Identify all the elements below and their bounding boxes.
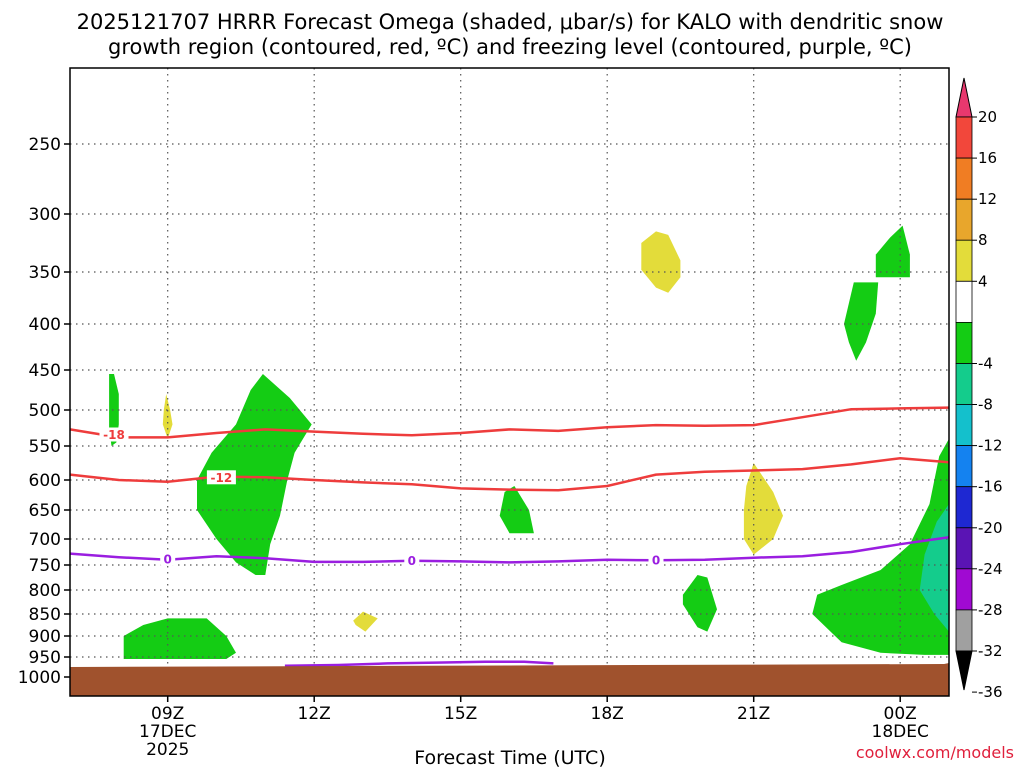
colorbar-bin-11 xyxy=(955,527,973,570)
temperature-contours: -18 -12 0 0 0 xyxy=(69,406,950,668)
chart-title-line2: growth region (contoured, red, ºC) and f… xyxy=(108,35,912,59)
y-tick-label-850: 850 xyxy=(29,605,61,625)
colorbar-label-7: -12 xyxy=(978,437,1003,455)
contour-label-bg-4 xyxy=(648,552,664,567)
y-tick-label-350: 350 xyxy=(29,263,61,283)
contour-label-4: 0 xyxy=(652,553,660,567)
x-tick-label-15-0: 15Z xyxy=(444,704,477,724)
colorbar-label-10: -24 xyxy=(978,560,1003,578)
colorbar-bin-12 xyxy=(955,568,973,611)
contour-label-bg-1 xyxy=(206,470,236,485)
omega-region-9 xyxy=(844,282,879,361)
omega-region-12 xyxy=(919,504,949,632)
contour-label-bg-3 xyxy=(404,553,420,568)
colorbar: 20 16 12 8 4 -4 -8 -12 -16 -20 -24 -28 -32 -36 xyxy=(955,77,1003,701)
colorbar-top-arrow xyxy=(955,77,973,118)
colorbar-label-12: -32 xyxy=(978,642,1003,660)
omega-region-10 xyxy=(875,225,910,278)
colorbar-bin-2 xyxy=(955,157,973,200)
x-tick-label-24-0: 00Z xyxy=(884,704,917,724)
contour-label-0: -18 xyxy=(103,428,125,442)
colorbar-bin-3 xyxy=(955,198,973,241)
y-tick-label-300: 300 xyxy=(29,205,61,225)
omega-region-2 xyxy=(197,374,312,575)
contour-label-2: 0 xyxy=(164,552,172,566)
credit-text: coolwx.com/models xyxy=(856,743,1014,762)
y-tick-label-900: 900 xyxy=(29,627,61,647)
colorbar-label-0: 20 xyxy=(978,108,997,126)
contour-line-0 xyxy=(69,406,950,439)
ground-surface xyxy=(70,663,949,696)
contour-label-3: 0 xyxy=(408,554,416,568)
colorbar-bin-4 xyxy=(955,239,973,282)
y-tick-label-550: 550 xyxy=(29,437,61,457)
x-tick-label-18-0: 18Z xyxy=(591,704,624,724)
x-tick-label-21-0: 21Z xyxy=(737,704,770,724)
colorbar-label-6: -8 xyxy=(978,396,993,414)
colorbar-bottom-arrow xyxy=(955,650,973,691)
contour-label-bg-2 xyxy=(160,551,176,566)
omega-region-3 xyxy=(123,618,236,659)
colorbar-label-1: 16 xyxy=(978,149,997,167)
y-tick-label-400: 400 xyxy=(29,315,61,335)
chart-title-line1: 2025121707 HRRR Forecast Omega (shaded, … xyxy=(77,10,944,34)
omega-region-8 xyxy=(743,463,783,555)
ground-fill xyxy=(70,663,949,696)
y-tick-label-500: 500 xyxy=(29,401,61,421)
x-tick-label-12-0: 12Z xyxy=(298,704,331,724)
colorbar-bin-6 xyxy=(955,321,973,364)
plot-area xyxy=(109,225,949,659)
omega-region-4 xyxy=(353,611,378,632)
x-tick-label-24-1: 18DEC xyxy=(872,722,929,742)
y-tick-label-1000: 1000 xyxy=(18,668,61,688)
colorbar-bin-9 xyxy=(955,445,973,488)
x-tick-label-9-1: 17DEC xyxy=(139,722,196,742)
colorbar-label-5: -4 xyxy=(978,355,993,373)
y-tick-label-250: 250 xyxy=(29,135,61,155)
y-tick-label-700: 700 xyxy=(29,530,61,550)
omega-region-7 xyxy=(682,575,717,632)
x-axis-label: Forecast Time (UTC) xyxy=(414,747,605,768)
omega-region-11 xyxy=(812,438,949,655)
y-tick-label-450: 450 xyxy=(29,361,61,381)
contour-line-3 xyxy=(284,660,554,668)
x-tick-label-9-0: 09Z xyxy=(151,704,184,724)
colorbar-label-4: 4 xyxy=(978,272,988,290)
colorbar-bin-13 xyxy=(955,609,973,652)
omega-region-6 xyxy=(641,231,681,293)
colorbar-bin-5 xyxy=(955,280,973,323)
colorbar-bin-8 xyxy=(955,404,973,446)
contour-label-bg-0 xyxy=(99,427,129,442)
y-tick-label-750: 750 xyxy=(29,556,61,576)
omega-region-5 xyxy=(499,486,534,534)
colorbar-label-3: 8 xyxy=(978,231,988,249)
colorbar-label-9: -20 xyxy=(978,519,1003,537)
colorbar-label-2: 12 xyxy=(978,190,997,208)
colorbar-bin-7 xyxy=(955,363,973,405)
colorbar-bin-1 xyxy=(955,116,973,159)
colorbar-label-8: -16 xyxy=(978,478,1003,496)
colorbar-label-13: -36 xyxy=(978,683,1003,701)
plot-frame xyxy=(69,67,950,697)
y-tick-label-650: 650 xyxy=(29,501,61,521)
pressure-axis: 2503003504004505005506006507007508008509… xyxy=(18,135,70,688)
y-tick-label-600: 600 xyxy=(29,471,61,491)
colorbar-bin-10 xyxy=(955,486,973,529)
x-tick-label-9-2: 2025 xyxy=(146,740,189,760)
colorbar-label-11: -28 xyxy=(978,601,1003,619)
contour-line-2 xyxy=(69,536,950,564)
y-tick-label-800: 800 xyxy=(29,581,61,601)
y-tick-label-950: 950 xyxy=(29,648,61,668)
contour-label-1: -12 xyxy=(211,471,233,485)
